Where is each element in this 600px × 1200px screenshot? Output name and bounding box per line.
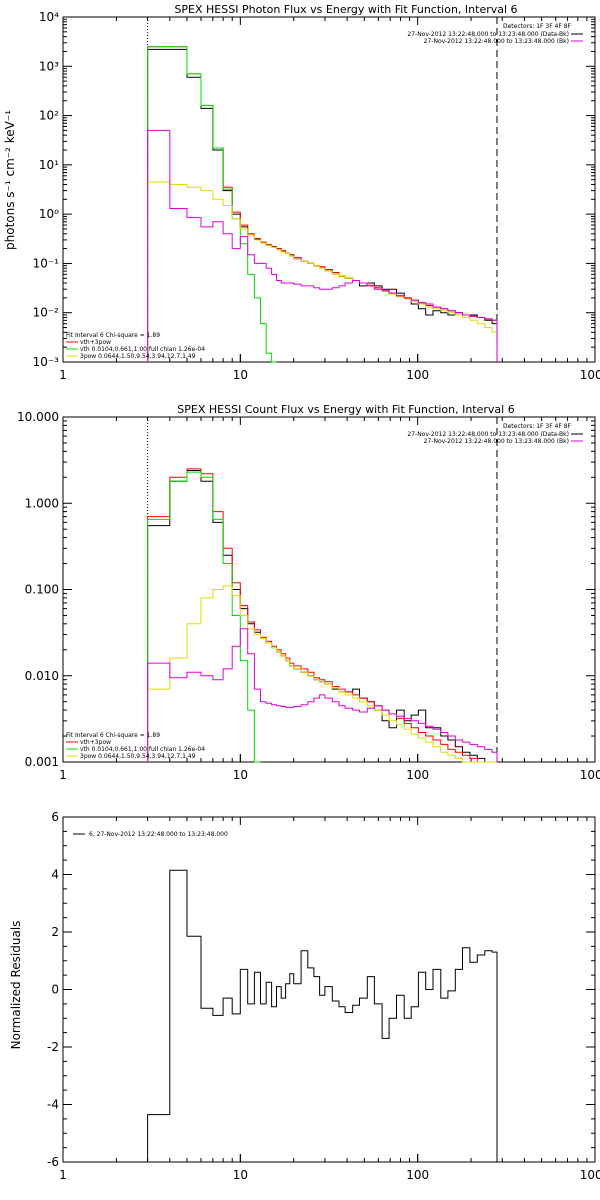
y-axis-label: photons s⁻¹ cm⁻² keV⁻¹ <box>3 110 17 250</box>
y-tick-label: 0.010 <box>25 669 59 683</box>
detectors-annotation: Detectors: 1F 3F 4F 8F <box>503 423 572 430</box>
x-tick-label: 100 <box>406 368 429 382</box>
x-tick-label: 1 <box>59 768 67 782</box>
detectors-annotation: Detectors: 1F 3F 4F 8F <box>503 23 572 30</box>
legend-entry: Fit Interval 6 Chi-square = 1.89 <box>66 732 160 739</box>
y-axis-label: Normalized Residuals <box>9 921 23 1050</box>
legend-entry: 3pow 0.0644,1.50,9.54,3.94,12.7,1.49 <box>80 753 196 760</box>
series-background <box>147 129 498 362</box>
y-tick-label: 10.000 <box>17 410 59 424</box>
x-tick-label: 1 <box>59 1168 67 1182</box>
legend-entry: 3pow 0.0644,1.50,9.54,3.94,12.7,1.49 <box>80 353 196 360</box>
y-tick-label: 10⁻¹ <box>33 256 60 270</box>
plot-frame <box>62 416 596 763</box>
y-tick-label: 10⁻² <box>33 306 60 320</box>
series-data <box>147 48 498 362</box>
series-3pow <box>147 585 497 763</box>
series-vth-3pow <box>147 46 498 362</box>
y-tick-label: 0.001 <box>25 755 59 769</box>
plot-frame <box>62 16 596 363</box>
legend-entry: vth 0.0104,0.661,1.00 full chian 1.26e-0… <box>80 746 205 753</box>
y-tick-label: -6 <box>47 1155 59 1169</box>
x-tick-label: 100 <box>406 1168 429 1182</box>
y-tick-label: 6 <box>51 810 59 824</box>
legend-entry: vth 0.0104,0.661,1.00 full chian 1.26e-0… <box>80 346 205 353</box>
y-tick-label: 10² <box>39 109 59 123</box>
x-tick-label: 1 <box>59 368 67 382</box>
series-background <box>147 628 498 762</box>
legend-entry: Fit Interval 6 Chi-square = 1.89 <box>66 332 160 339</box>
chart-title: SPEX HESSI Count Flux vs Energy with Fit… <box>177 403 514 416</box>
legend-entry: vth+3pow <box>80 739 111 746</box>
y-tick-label: 1.000 <box>25 496 59 510</box>
series-residuals <box>147 869 498 1162</box>
time-annotation: 27-Nov-2012 13:22:48.000 to 13:23:48.000… <box>407 31 569 38</box>
count-flux-panel: SPEX HESSI Count Flux vs Energy with Fit… <box>17 403 600 782</box>
y-tick-label: 10⁰ <box>39 207 59 221</box>
y-tick-label: 10⁻³ <box>33 355 60 369</box>
y-tick-label: -4 <box>47 1098 59 1112</box>
x-tick-label: 100 <box>406 768 429 782</box>
x-tick-label: 10 <box>233 368 248 382</box>
legend-entry: 6, 27-Nov-2012 13:22:48.000 to 13:23:48.… <box>89 831 228 838</box>
x-tick-label: 10 <box>233 1168 248 1182</box>
time-annotation: 27-Nov-2012 13:22:48.000 to 13:23:48.000… <box>424 438 569 445</box>
legend-entry: vth+3pow <box>80 339 111 346</box>
y-tick-label: 10⁴ <box>39 10 59 24</box>
time-annotation: 27-Nov-2012 13:22:48.000 to 13:23:48.000… <box>424 38 569 45</box>
chart-title: SPEX HESSI Photon Flux vs Energy with Fi… <box>174 3 517 16</box>
time-annotation: 27-Nov-2012 13:22:48.000 to 13:23:48.000… <box>407 431 569 438</box>
y-tick-label: 10³ <box>39 59 59 73</box>
x-tick-label: 10 <box>233 768 248 782</box>
series-data <box>147 470 497 763</box>
y-tick-label: 2 <box>51 925 59 939</box>
plot-frame <box>62 816 596 1163</box>
y-tick-label: 0 <box>51 983 59 997</box>
series-vth-3pow <box>147 468 497 763</box>
series-3pow <box>147 181 498 362</box>
series-vth <box>147 46 277 363</box>
y-tick-label: 10¹ <box>39 158 59 172</box>
y-tick-label: -2 <box>47 1040 59 1054</box>
y-tick-label: 4 <box>51 868 59 882</box>
series-vth <box>147 471 261 763</box>
photon-flux-panel: SPEX HESSI Photon Flux vs Energy with Fi… <box>3 3 600 382</box>
y-tick-label: 0.100 <box>25 583 59 597</box>
